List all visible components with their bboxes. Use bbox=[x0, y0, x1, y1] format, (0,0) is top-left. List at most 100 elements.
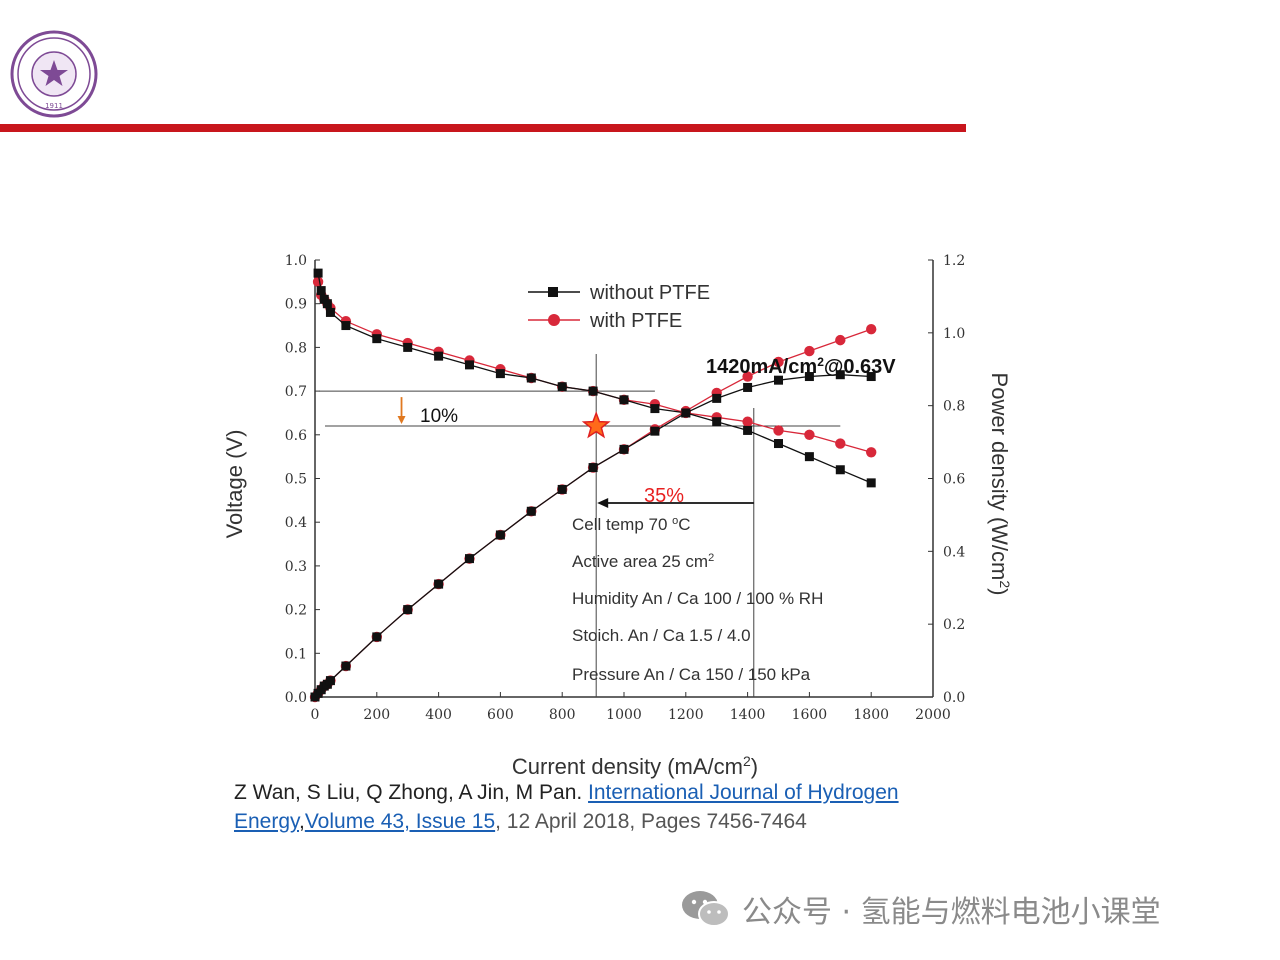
seal-year: 1911 bbox=[45, 102, 63, 110]
polarization-power-chart: 0 200 400 600 800 1000 1200 1400 1600 1800 20000.0… bbox=[222, 253, 1010, 779]
data-point-without-ptfe-voltage bbox=[712, 417, 722, 427]
data-point-without-ptfe-voltage bbox=[341, 321, 351, 331]
operating-conditions: Cell temp 70 oC Active area 25 cm2 Humid… bbox=[572, 515, 823, 684]
x-tick-label: 400 bbox=[425, 707, 452, 723]
series-line-without-ptfe-voltage bbox=[317, 272, 872, 484]
condition-active-area: Active area 25 cm2 bbox=[572, 552, 714, 571]
voltage-drop-label: 10% bbox=[420, 406, 458, 427]
data-point-with-ptfe-voltage bbox=[835, 438, 846, 449]
data-point-without-ptfe-power bbox=[835, 370, 845, 380]
y-right-tick-label: 0.6 bbox=[943, 472, 965, 488]
x-tick-label: 1200 bbox=[668, 707, 704, 723]
data-point-with-ptfe-power bbox=[804, 345, 815, 357]
legend-circle-marker bbox=[548, 314, 560, 326]
x-tick-label: 600 bbox=[487, 707, 514, 723]
y-left-tick-label: 0.7 bbox=[285, 384, 307, 400]
y-right-tick-label: 1.2 bbox=[943, 253, 965, 269]
y-right-tick-label: 0.2 bbox=[943, 617, 965, 633]
citation: Z Wan, S Liu, Q Zhong, A Jin, M Pan. Int… bbox=[234, 778, 1034, 836]
condition-pressure: Pressure An / Ca 150 / 150 kPa bbox=[572, 665, 811, 684]
data-point-without-ptfe-voltage bbox=[316, 286, 326, 296]
data-point-without-ptfe-power bbox=[743, 382, 753, 392]
data-point-without-ptfe-voltage bbox=[557, 382, 567, 392]
series-layer bbox=[309, 268, 877, 703]
data-point-with-ptfe-power bbox=[773, 356, 784, 368]
y-left-tick-label: 0.8 bbox=[285, 340, 307, 356]
data-point-without-ptfe-voltage bbox=[313, 268, 323, 278]
data-point-without-ptfe-voltage bbox=[619, 395, 629, 405]
legend-square-marker bbox=[548, 287, 558, 297]
data-point-without-ptfe-power bbox=[774, 375, 783, 385]
volume-link[interactable]: Volume 43, Issue 15 bbox=[304, 810, 496, 833]
y-right-tick-label: 1.0 bbox=[943, 326, 965, 342]
university-seal-logo: 1911 bbox=[10, 30, 98, 118]
y-left-tick-label: 0.1 bbox=[285, 646, 307, 662]
condition-stoich: Stoich. An / Ca 1.5 / 4.0 bbox=[572, 626, 751, 645]
data-point-with-ptfe-voltage bbox=[312, 276, 324, 288]
y-right-axis-title: Power density (W/cm2) bbox=[987, 373, 1010, 596]
data-point-with-ptfe-voltage bbox=[804, 429, 815, 440]
data-point-without-ptfe-voltage bbox=[774, 439, 783, 449]
legend-label-without-ptfe: without PTFE bbox=[589, 282, 710, 304]
data-point-without-ptfe-power bbox=[866, 372, 876, 382]
y-left-tick-label: 0.4 bbox=[285, 515, 307, 531]
highlight-star-icon bbox=[581, 410, 611, 439]
citation-authors: Z Wan, S Liu, Q Zhong, A Jin, M Pan. bbox=[234, 781, 589, 804]
y-left-tick-label: 0.3 bbox=[285, 559, 307, 575]
condition-cell-temp: Cell temp 70 oC bbox=[572, 515, 691, 534]
chart-axes: 0 200 400 600 800 1000 1200 1400 1600 1800 20000.0… bbox=[285, 253, 966, 723]
y-left-tick-label: 0.5 bbox=[285, 472, 307, 488]
data-point-without-ptfe-voltage bbox=[403, 342, 413, 352]
data-point-without-ptfe-power bbox=[325, 676, 335, 686]
data-point-without-ptfe-voltage bbox=[866, 478, 876, 488]
header-red-rule bbox=[0, 124, 966, 132]
journal-link[interactable]: International Journal of Hydrogen Energy bbox=[234, 781, 899, 833]
y-left-tick-label: 0.0 bbox=[285, 690, 307, 706]
data-point-with-ptfe-power bbox=[866, 323, 877, 335]
data-point-without-ptfe-power bbox=[434, 579, 444, 589]
data-point-without-ptfe-voltage bbox=[650, 404, 660, 414]
y-right-tick-label: 0.0 bbox=[943, 690, 965, 706]
x-tick-label: 200 bbox=[363, 707, 390, 723]
data-point-with-ptfe-power bbox=[835, 334, 846, 346]
x-tick-label: 2000 bbox=[915, 707, 951, 723]
data-point-without-ptfe-power bbox=[712, 393, 722, 403]
y-right-tick-label: 0.8 bbox=[943, 399, 965, 415]
data-point-without-ptfe-power bbox=[372, 632, 382, 642]
data-point-without-ptfe-voltage bbox=[526, 373, 536, 383]
data-point-without-ptfe-voltage bbox=[322, 299, 332, 309]
watermark-text: 公众号 · 氢能与燃料电池小课堂 bbox=[742, 895, 1161, 930]
y-left-tick-label: 0.2 bbox=[285, 603, 307, 619]
x-tick-label: 0 bbox=[311, 707, 320, 723]
data-point-with-ptfe-voltage bbox=[773, 425, 784, 436]
data-point-without-ptfe-power bbox=[495, 530, 505, 540]
x-axis-title: Current density (mA/cm2) bbox=[512, 753, 758, 779]
data-point-without-ptfe-power bbox=[804, 372, 814, 382]
voltage-drop-arrow-head bbox=[397, 416, 406, 425]
data-point-without-ptfe-power bbox=[526, 506, 536, 516]
data-point-without-ptfe-power bbox=[619, 444, 629, 454]
x-tick-label: 1800 bbox=[853, 707, 889, 723]
data-point-without-ptfe-voltage bbox=[325, 307, 335, 317]
wechat-watermark: 公众号 · 氢能与燃料电池小课堂 bbox=[680, 884, 1161, 934]
data-point-without-ptfe-power bbox=[403, 605, 413, 615]
data-point-without-ptfe-power bbox=[681, 408, 691, 418]
data-point-without-ptfe-voltage bbox=[465, 360, 474, 370]
legend: without PTFE with PTFE bbox=[528, 282, 710, 332]
data-point-with-ptfe-power bbox=[742, 371, 753, 382]
legend-label-with-ptfe: with PTFE bbox=[589, 310, 682, 332]
data-point-without-ptfe-voltage bbox=[434, 351, 444, 361]
data-point-without-ptfe-voltage bbox=[588, 386, 598, 396]
data-point-without-ptfe-voltage bbox=[372, 334, 382, 344]
data-point-without-ptfe-power bbox=[588, 463, 598, 473]
data-point-without-ptfe-voltage bbox=[743, 425, 753, 435]
peak-power-label: 1420mA/cm2@0.63V bbox=[706, 355, 896, 378]
y-left-tick-label: 0.9 bbox=[285, 297, 307, 313]
citation-comma: , bbox=[298, 810, 305, 833]
y-right-tick-label: 0.4 bbox=[943, 544, 965, 560]
x-tick-label: 1600 bbox=[792, 707, 828, 723]
data-point-without-ptfe-voltage bbox=[835, 465, 845, 475]
current-gain-label: 35% bbox=[644, 485, 684, 507]
condition-humidity: Humidity An / Ca 100 / 100 % RH bbox=[572, 589, 823, 608]
data-point-without-ptfe-power bbox=[650, 426, 660, 436]
